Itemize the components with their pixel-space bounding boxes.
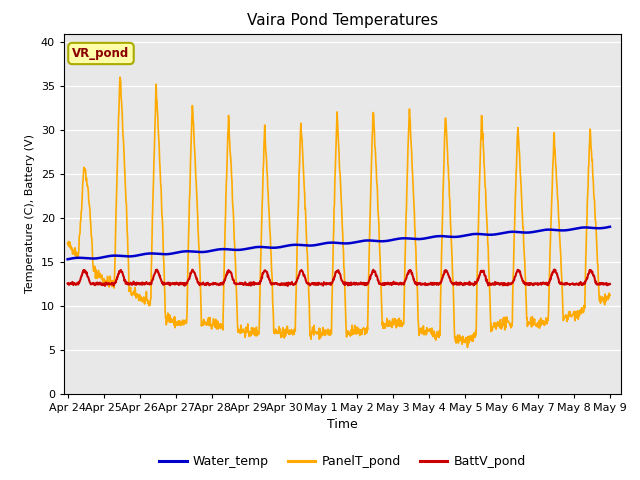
X-axis label: Time: Time: [327, 418, 358, 431]
Title: Vaira Pond Temperatures: Vaira Pond Temperatures: [247, 13, 438, 28]
Y-axis label: Temperature (C), Battery (V): Temperature (C), Battery (V): [26, 134, 35, 293]
Text: VR_pond: VR_pond: [72, 47, 130, 60]
Legend: Water_temp, PanelT_pond, BattV_pond: Water_temp, PanelT_pond, BattV_pond: [154, 450, 531, 473]
